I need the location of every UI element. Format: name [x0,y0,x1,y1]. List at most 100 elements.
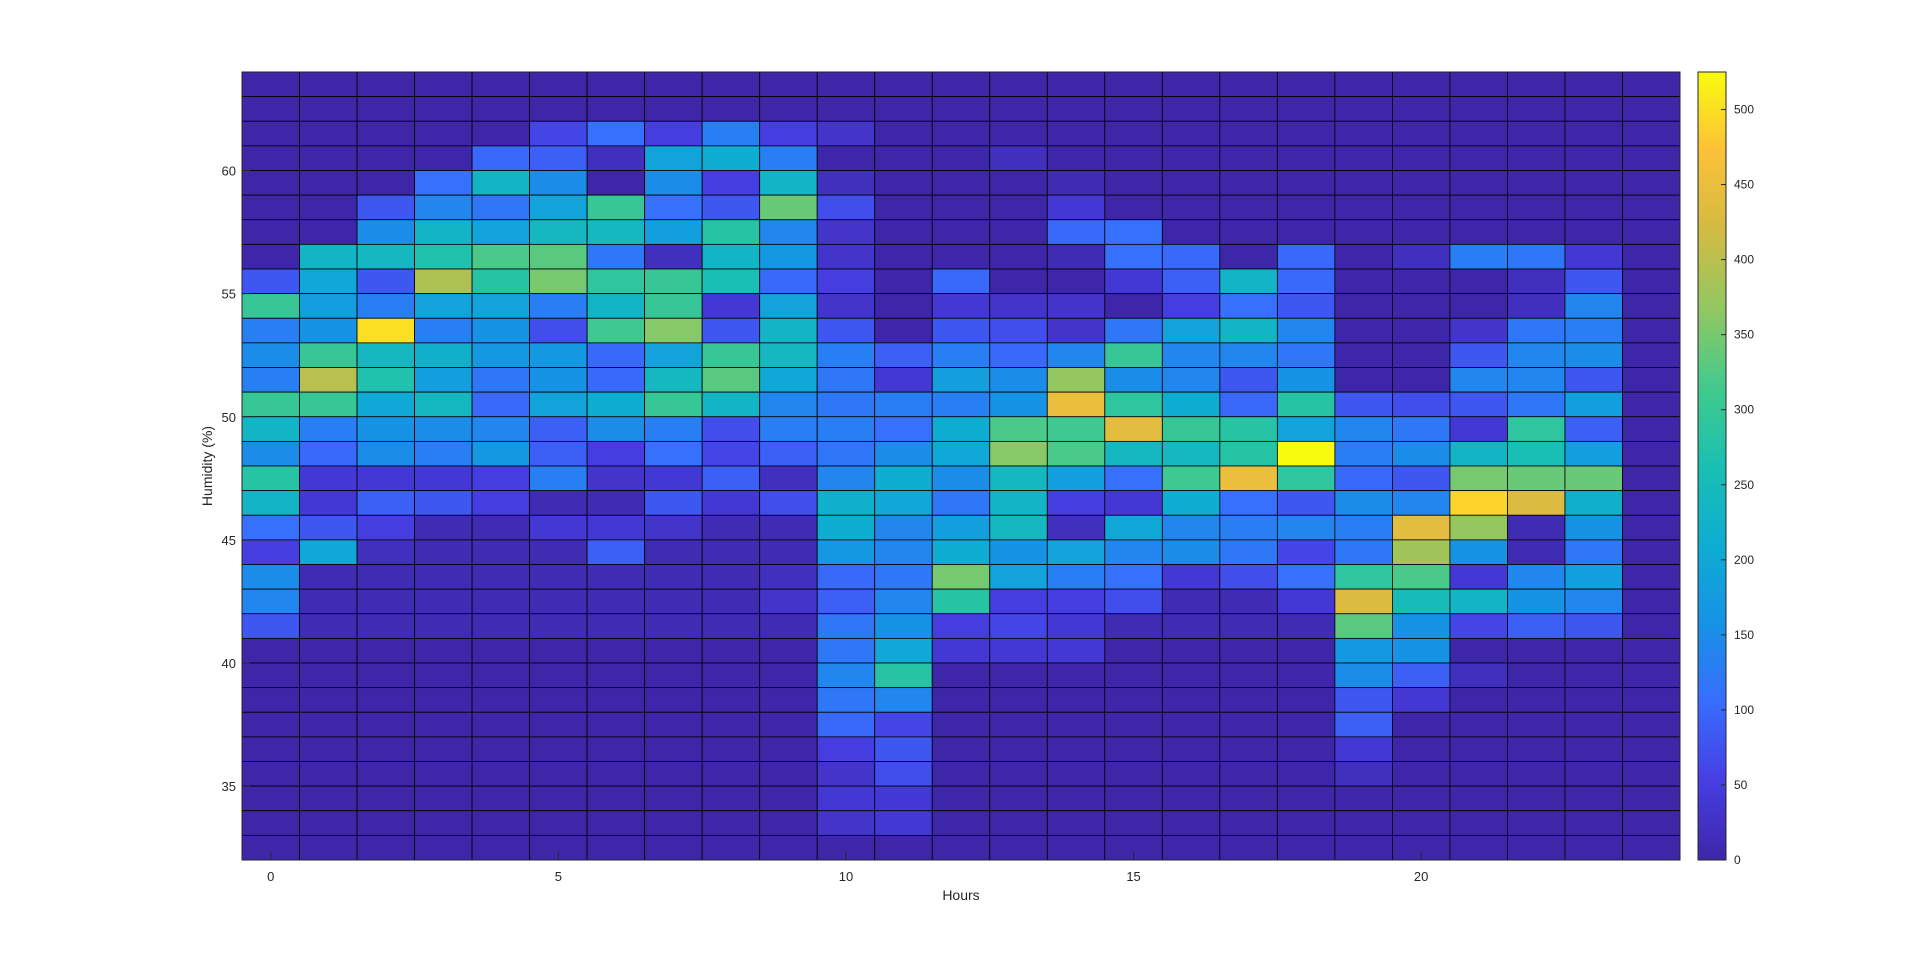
heatmap-cell [1276,662,1336,689]
colorbar-tick-label: 450 [1734,178,1754,192]
heatmap-cell [816,440,876,467]
heatmap-cell [471,637,530,664]
heatmap-cell [1046,96,1106,122]
heatmap-cell [1161,810,1221,836]
heatmap-cell [1276,194,1336,221]
heatmap-cell [644,170,703,196]
heatmap-cell [356,613,415,639]
heatmap-cell [989,293,1048,319]
heatmap-cell [529,317,588,344]
heatmap-cell [471,761,530,787]
heatmap-cell [1104,613,1163,639]
heatmap-cell [1276,514,1336,541]
heatmap-cell [1219,243,1278,270]
heatmap-cell [414,514,473,541]
heatmap-cell [1046,293,1106,319]
heatmap-cell [414,662,473,689]
heatmap-cell [1104,711,1163,738]
heatmap-cell [241,293,300,319]
heatmap-cell [1507,219,1566,245]
heatmap-cell [1622,490,1681,516]
heatmap-cell [529,662,588,689]
heatmap-cell [1104,416,1163,442]
heatmap-cell [931,120,991,147]
heatmap-cell [586,170,646,196]
heatmap-cell [701,736,761,762]
heatmap-cell [1392,490,1451,516]
heatmap-cell [1219,736,1278,762]
heatmap-cell [1046,588,1106,615]
heatmap-cell [644,243,703,270]
heatmap-cell [1507,834,1566,861]
heatmap-cell [299,96,358,122]
heatmap-cell [1219,761,1278,787]
heatmap-cell [1161,564,1221,590]
heatmap-cell [644,490,703,516]
heatmap-cell [1334,391,1393,418]
heatmap-cell [989,662,1048,689]
heatmap-cell [356,440,415,467]
heatmap-cell [529,810,588,836]
heatmap-cell [1564,268,1623,295]
heatmap-cell [701,465,761,492]
heatmap-cell [644,96,703,122]
heatmap-cell [874,268,933,295]
heatmap-cell [414,170,473,196]
heatmap-cell [644,317,703,344]
heatmap-cell [241,662,300,689]
heatmap-cell [816,785,876,812]
heatmap-cell [1507,785,1566,812]
heatmap-cell [931,588,991,615]
heatmap-cell [356,268,415,295]
heatmap-cell [471,71,530,98]
heatmap-cell [759,736,818,762]
heatmap-cell [414,342,473,368]
heatmap-cell [299,391,358,418]
heatmap-cell [241,219,300,245]
heatmap-cell [586,96,646,122]
heatmap-cell [1622,588,1681,615]
heatmap-cell [759,761,818,787]
heatmap-cell [989,785,1048,812]
heatmap-cell [1104,243,1163,270]
heatmap-cell [816,810,876,836]
heatmap-cell [1334,613,1393,639]
heatmap-cell [471,170,530,196]
heatmap-cell [1161,588,1221,615]
heatmap-cell [586,342,646,368]
x-tick-label: 5 [555,869,562,884]
heatmap-cell [1276,687,1336,713]
y-axis-label: Humidity (%) [199,426,215,506]
heatmap-cell [874,810,933,836]
heatmap-cell [816,243,876,270]
heatmap-cell [1564,613,1623,639]
heatmap-cell [299,120,358,147]
heatmap-cell [1564,785,1623,812]
heatmap-cell [1507,514,1566,541]
heatmap-cell [586,637,646,664]
heatmap-cell [299,761,358,787]
heatmap-cell [356,219,415,245]
heatmap-cell [414,564,473,590]
heatmap-cell [241,736,300,762]
heatmap-cell [816,194,876,221]
heatmap-cell [586,761,646,787]
heatmap-cell [471,243,530,270]
heatmap-cell [414,761,473,787]
heatmap-cell [989,145,1048,171]
heatmap-cell [1276,416,1336,442]
heatmap-cell [1276,96,1336,122]
heatmap-cell [874,317,933,344]
heatmap-cell [989,96,1048,122]
heatmap-cell [1449,711,1508,738]
heatmap-cell [414,785,473,812]
heatmap-cell [586,268,646,295]
heatmap-cell [299,687,358,713]
heatmap-cell [1449,96,1508,122]
heatmap-cell [1161,687,1221,713]
heatmap-cell [759,391,818,418]
heatmap-cell [356,514,415,541]
heatmap-cell [1564,194,1623,221]
colorbar-tick-label: 0 [1734,853,1741,867]
heatmap-cell [299,416,358,442]
